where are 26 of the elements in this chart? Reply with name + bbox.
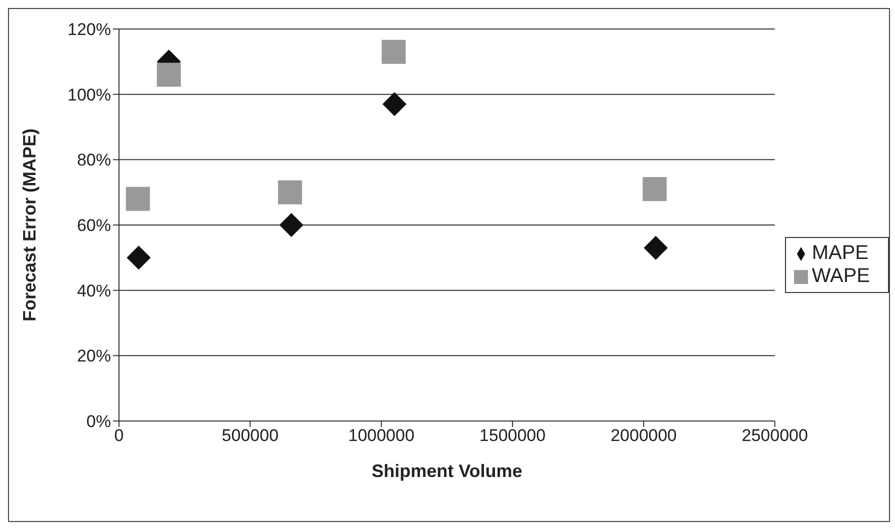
point [126,186,150,211]
point [642,177,667,202]
legend-label: WAPE [812,265,870,287]
point [126,246,151,270]
legend-label: MAPE [812,242,869,264]
x-tick-label: 2500000 [742,426,808,446]
x-tick-label: 0 [114,426,124,446]
y-axis-title: Forecast Error (MAPE) [19,128,40,322]
y-tick-label: 0% [86,412,111,432]
x-tick-label: 1000000 [348,426,414,446]
y-tick-label: 100% [68,85,111,104]
point [278,180,302,204]
x-tick-label: 2000000 [610,426,677,446]
point [382,92,406,116]
y-tick-label: 60% [76,216,111,236]
y-tick-label: 40% [76,281,111,300]
point [644,236,668,260]
y-tick-label: 20% [76,346,111,366]
point [156,62,181,87]
point [279,213,304,237]
y-tick-label: 120% [68,20,111,40]
x-tick-label: 500000 [222,426,279,446]
x-axis-title: Shipment Volume [372,461,522,481]
x-tick-label: 1500000 [479,426,546,446]
y-tick-label: 80% [76,150,111,170]
point [382,40,406,64]
